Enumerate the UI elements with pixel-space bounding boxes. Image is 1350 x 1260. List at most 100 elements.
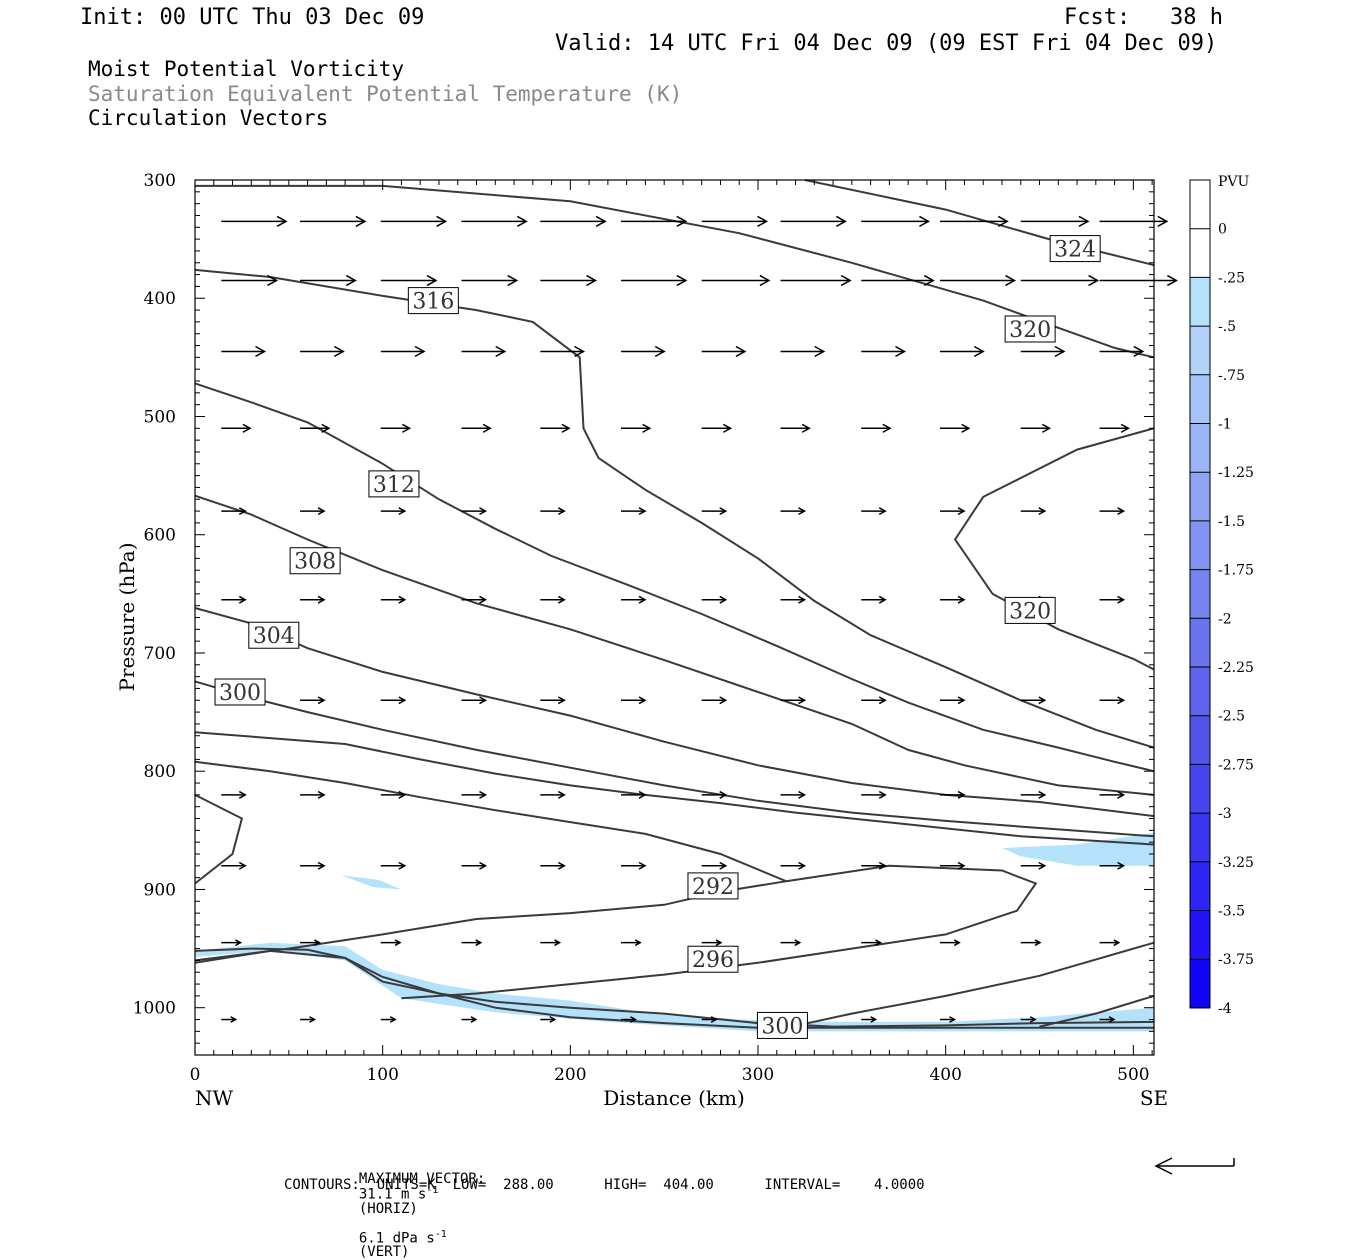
vector-arrow [461, 790, 488, 799]
vector-head [1117, 595, 1126, 604]
vector-head [638, 595, 647, 604]
contour-label: 292 [687, 872, 739, 900]
vector-arrow [621, 345, 666, 358]
vector-arrow [461, 423, 492, 433]
y-axis-title: Pressure (hPa) [115, 543, 139, 692]
vector-head [321, 423, 331, 433]
vector-arrow [540, 345, 586, 358]
contour-line-308-5 [194, 494, 1155, 796]
contour-line-292-15 [401, 864, 1038, 1000]
vector-arrow [1020, 345, 1066, 358]
vector-arrow [1020, 274, 1100, 287]
contour-line-296-13 [1039, 994, 1155, 1028]
contour-label-box [407, 287, 459, 315]
colorbar-label: -.5 [1218, 319, 1236, 335]
colorbar-swatch [1190, 715, 1210, 765]
x-tick-label: 200 [554, 1065, 586, 1085]
vector-arrow [221, 595, 247, 604]
contour-label-box [1004, 315, 1056, 343]
vector-arrow [701, 595, 728, 604]
vector-head [495, 345, 507, 358]
vector-arrow [380, 939, 402, 947]
contour-label-box [687, 945, 739, 973]
vector-head [414, 345, 426, 358]
colorbar-swatch [1190, 764, 1210, 814]
vector-head [549, 1016, 557, 1023]
vector-arrow [1020, 861, 1047, 870]
vector-head [398, 790, 407, 799]
cross-section-chart: 324 320 320 316 312 308 304 300 296 292 300 0 100 20… [115, 171, 1254, 1175]
colorbar-label: -3.25 [1218, 855, 1254, 871]
vector-arrow [300, 595, 326, 604]
contour-line-288-14 [194, 794, 244, 885]
vector-head [402, 423, 412, 433]
colorbar-swatch [1190, 861, 1210, 911]
contour-line-296-10 [194, 947, 1155, 1028]
vector-arrow [701, 423, 733, 433]
vector-head [878, 696, 887, 705]
vector-head [757, 215, 769, 227]
vector-head [561, 423, 571, 433]
mpv-shaded-region-2 [1002, 832, 1154, 866]
vector-head [953, 939, 961, 947]
vector-head [317, 507, 326, 516]
vector-arrow [621, 861, 647, 870]
colorbar-swatch [1190, 959, 1210, 1008]
vector-head [1167, 274, 1178, 287]
vector-head [798, 595, 807, 604]
vector-arrow [461, 1016, 478, 1023]
vector-arrow [1020, 1016, 1037, 1023]
contour-label: 324 [1049, 235, 1101, 263]
vector-head [276, 215, 288, 227]
vector-arrow [300, 345, 345, 358]
x-tick-label: 100 [366, 1065, 398, 1085]
vector-head [242, 423, 252, 433]
contour-line-296-8 [194, 731, 1155, 846]
colorbar-swatch [1190, 813, 1210, 862]
vector-arrow [540, 696, 566, 705]
vector-arrow [1099, 507, 1126, 516]
contour-label-box [687, 872, 739, 900]
vector-head [1108, 1016, 1116, 1023]
vector-head [1034, 939, 1042, 947]
vector-head [957, 861, 966, 870]
vector-head [426, 274, 438, 287]
vector-head [238, 861, 247, 870]
contour-label-text: 300 [219, 681, 261, 706]
vector-head [630, 1016, 637, 1023]
contour-label-text: 324 [1054, 238, 1096, 263]
vector-head [507, 274, 519, 287]
vector-arrow [461, 507, 488, 516]
vector-head [238, 595, 247, 604]
vector-arrow [300, 215, 367, 227]
vector-arrow [380, 274, 438, 287]
vector-arrow [300, 507, 326, 516]
x-tick-label: 500 [1117, 1065, 1149, 1085]
vector-head [436, 215, 448, 227]
contour-label-text: 296 [692, 948, 734, 973]
vert-tag: (VERT) [358, 1244, 410, 1260]
vector-head [255, 345, 267, 358]
vector-head [1005, 274, 1017, 287]
vector-head [719, 507, 728, 516]
vector-head [398, 507, 407, 516]
max-vector-label: MAXIMUM VECTOR: [358, 1171, 486, 1187]
vector-head [238, 790, 247, 799]
vector-arrow [540, 215, 607, 227]
vector-arrow [780, 423, 811, 433]
vector-arrow [940, 939, 961, 947]
vector-head [317, 790, 326, 799]
vector-arrow [540, 274, 598, 287]
x-tick-label: 300 [742, 1065, 774, 1085]
field-title-vectors: Circulation Vectors [88, 106, 329, 130]
vector-arrow [861, 507, 887, 516]
contour-label-box [214, 678, 266, 706]
vector-arrow [461, 939, 483, 947]
vector-head [475, 939, 483, 947]
contour-line-292-9 [194, 760, 790, 962]
vector-head [638, 507, 647, 516]
vector-head [676, 274, 688, 287]
vector-head [1038, 790, 1047, 799]
vector-head [840, 274, 852, 287]
colorbar-label: -2.5 [1218, 709, 1245, 725]
